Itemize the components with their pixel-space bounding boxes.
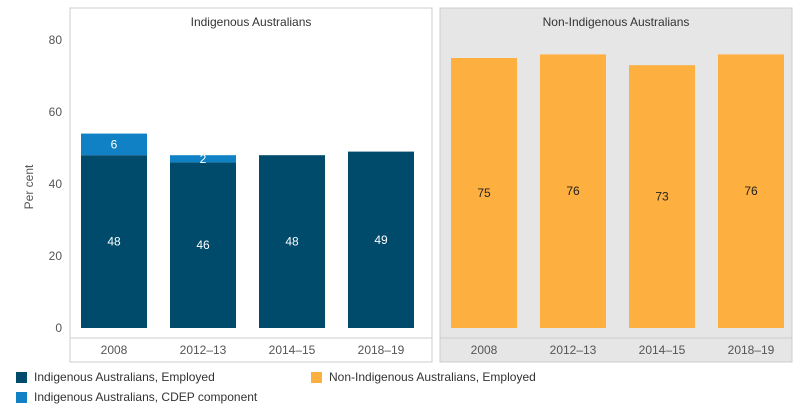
panel-tick-band (69, 337, 433, 363)
y-tick-label: 20 (49, 249, 63, 263)
panel-tick-band (439, 337, 793, 363)
bar-value-label: 73 (655, 190, 669, 204)
panel-0: Indigenous Australians 48 6 2008 46 2 2012–13 4… (69, 7, 433, 363)
x-tick-label: 2008 (471, 343, 498, 357)
panel-1: Non-Indigenous Australians 75 2008 76 2012–1… (439, 7, 793, 363)
legend-label-indigenous-employed: Indigenous Australians, Employed (34, 370, 215, 384)
y-tick-label: 80 (49, 33, 63, 47)
x-tick-label: 2012–13 (550, 343, 597, 357)
bar (81, 133, 147, 156)
bar (170, 155, 236, 163)
bar (718, 54, 784, 329)
bar-value-label: 49 (374, 233, 388, 247)
panel-title: Non-Indigenous Australians (543, 15, 690, 29)
bar-value-label: 76 (566, 184, 580, 198)
legend-swatch-non-indigenous-employed (311, 371, 322, 383)
bar-value-label: 76 (744, 184, 758, 198)
legend-swatch-indigenous-cdep (16, 391, 27, 403)
x-tick-label: 2018–19 (728, 343, 775, 357)
bar-value-label: 75 (477, 186, 491, 200)
chart-panels: Indigenous Australians 48 6 2008 46 2 2012–13 4… (69, 7, 793, 363)
bar (540, 54, 606, 329)
bar-value-label: 6 (111, 137, 118, 151)
bar-value-label: 48 (285, 235, 299, 249)
legend-item-indigenous-employed: Indigenous Australians, Employed (16, 370, 215, 384)
y-tick-label: 60 (49, 105, 63, 119)
legend-item-non-indigenous-employed: Non-Indigenous Australians, Employed (311, 370, 536, 384)
bar (81, 155, 147, 328)
y-axis-label: Per cent (22, 164, 36, 209)
y-tick-label: 0 (55, 321, 62, 335)
y-axis: 0 20 40 60 80 (49, 33, 63, 335)
bar (629, 65, 695, 328)
panel-title: Indigenous Australians (191, 15, 312, 29)
legend-label-non-indigenous-employed: Non-Indigenous Australians, Employed (329, 370, 536, 384)
legend-swatch-indigenous-employed (16, 371, 27, 383)
bar (451, 58, 517, 328)
x-tick-label: 2014–15 (269, 343, 316, 357)
x-tick-label: 2014–15 (639, 343, 686, 357)
x-tick-label: 2018–19 (358, 343, 405, 357)
bar-value-label: 2 (200, 152, 207, 166)
x-tick-label: 2012–13 (180, 343, 227, 357)
bar (259, 155, 325, 328)
legend-item-indigenous-cdep: Indigenous Australians, CDEP component (16, 390, 257, 404)
bar (170, 162, 236, 328)
bar-value-label: 48 (107, 235, 121, 249)
y-tick-label: 40 (49, 177, 63, 191)
bar (348, 151, 414, 328)
legend-label-indigenous-cdep: Indigenous Australians, CDEP component (34, 390, 258, 404)
bar-value-label: 46 (196, 238, 210, 252)
x-tick-label: 2008 (101, 343, 128, 357)
